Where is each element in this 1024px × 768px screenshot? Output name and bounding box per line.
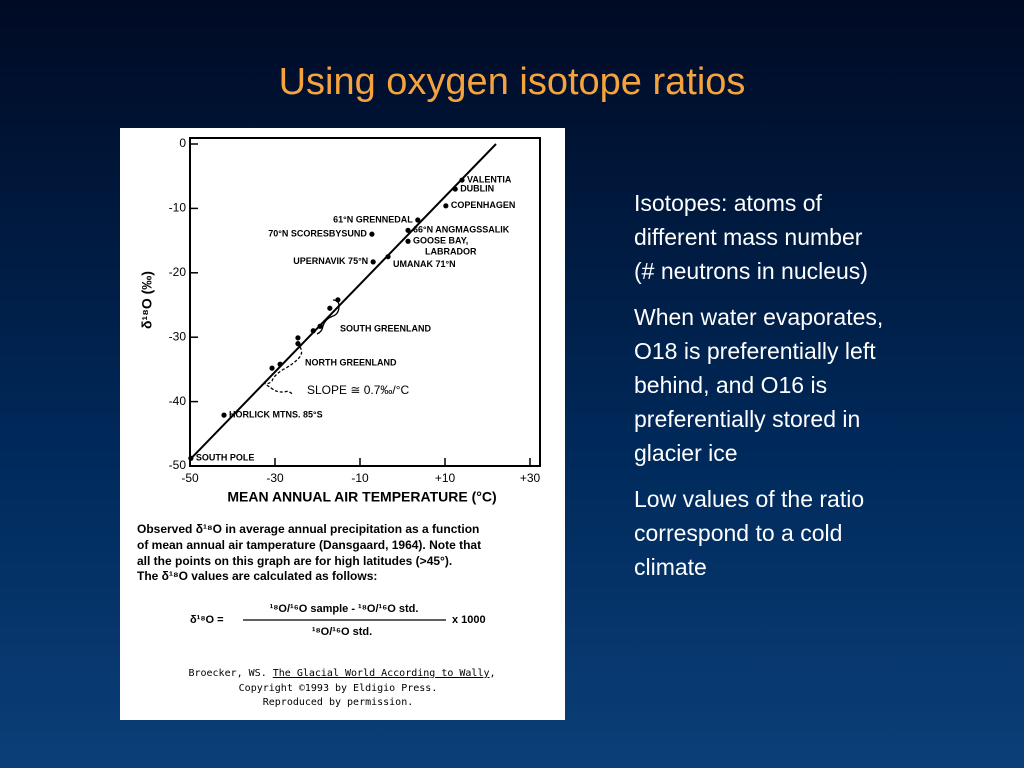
data-point xyxy=(295,335,301,341)
bullet: Isotopes: atoms of different mass number (… xyxy=(634,186,1014,288)
bullet-line: O18 is preferentially left xyxy=(634,338,876,364)
plot-frame xyxy=(189,137,541,467)
point-label: SOUTH POLE xyxy=(196,453,255,463)
x-tick-label: +10 xyxy=(435,471,456,485)
point-label: HORLICK MTNS. 85°S xyxy=(229,409,323,419)
bullet-list: Isotopes: atoms of different mass number (… xyxy=(634,186,1014,596)
brace xyxy=(263,346,303,395)
y-tick-label: 0 xyxy=(179,136,186,150)
point-label: GOOSE BAY, xyxy=(413,236,468,246)
point-label: COPENHAGEN xyxy=(451,200,516,210)
data-point xyxy=(370,259,376,265)
credit-end: , xyxy=(490,668,496,679)
fit-line xyxy=(189,143,497,461)
data-point xyxy=(277,361,283,367)
bullet-line: preferentially stored in xyxy=(634,406,861,432)
data-point xyxy=(385,254,391,260)
caption-line: of mean annual air tamperature (Dansgaar… xyxy=(137,538,481,552)
point-label: 61°N GRENNEDAL xyxy=(333,214,413,224)
data-point xyxy=(405,227,411,233)
bullet-line: When water evaporates, xyxy=(634,304,884,330)
data-point xyxy=(269,365,275,371)
data-point xyxy=(221,412,227,418)
bullet: Low values of the ratio correspond to a c… xyxy=(634,482,1014,584)
credit-book: The Glacial World According to Wally xyxy=(273,668,490,679)
caption-line: The δ¹⁸O values are calculated as follow… xyxy=(137,569,377,583)
figure-background xyxy=(120,128,565,720)
y-tick-label: -20 xyxy=(169,265,187,279)
data-point xyxy=(295,341,301,347)
slide-title: Using oxygen isotope ratios xyxy=(279,61,746,103)
formula-factor: x 1000 xyxy=(452,614,486,626)
credit-permission: Reproduced by permission. xyxy=(263,697,414,708)
data-point xyxy=(188,455,194,461)
data-point xyxy=(415,217,421,223)
bullet-line: Low values of the ratio xyxy=(634,486,865,512)
y-axis-label: δ¹⁸O (‰) xyxy=(139,271,155,329)
bullet-line: climate xyxy=(634,554,707,580)
y-tick-label: -50 xyxy=(169,458,187,472)
bullet-line: glacier ice xyxy=(634,440,738,466)
x-axis-label: MEAN ANNUAL AIR TEMPERATURE (°C) xyxy=(227,489,496,505)
data-point xyxy=(317,323,323,329)
y-tick-label: -40 xyxy=(169,394,187,408)
point-label: 66°N ANGMAGSSALIK xyxy=(413,225,510,235)
point-label: VALENTIA xyxy=(467,174,512,184)
data-point xyxy=(405,238,411,244)
point-label: LABRADOR xyxy=(425,247,477,257)
formula-lhs: δ¹⁸O = xyxy=(190,614,224,626)
bullet-line: Isotopes: atoms of xyxy=(634,190,822,216)
annotation: SLOPE ≅ 0.7‰/°C xyxy=(307,383,410,397)
point-label: UPERNAVIK 75°N xyxy=(293,256,368,266)
data-point xyxy=(459,177,465,183)
bullet: When water evaporates, O18 is preferentia… xyxy=(634,300,1014,470)
credit-author: Broecker, WS. xyxy=(188,668,272,679)
data-point xyxy=(310,328,316,334)
point-label: UMANAK 71°N xyxy=(393,259,456,269)
x-tick-label: +30 xyxy=(520,471,541,485)
data-point xyxy=(327,305,333,311)
x-tick-label: -30 xyxy=(266,471,284,485)
data-point xyxy=(452,186,458,192)
x-tick-label: -50 xyxy=(181,471,199,485)
bullet-line: different mass number xyxy=(634,224,863,250)
y-tick-label: -30 xyxy=(169,329,187,343)
formula-denominator: ¹⁸O/¹⁶O std. xyxy=(312,626,372,638)
bullet-line: behind, and O16 is xyxy=(634,372,828,398)
caption-line: all the points on this graph are for hig… xyxy=(137,554,452,568)
data-point xyxy=(443,203,449,209)
credit-line: Broecker, WS. The Glacial World Accordin… xyxy=(188,668,495,679)
y-tick-label: -10 xyxy=(169,201,187,215)
data-point xyxy=(335,297,341,303)
credit-copyright: Copyright ©1993 by Eldigio Press. xyxy=(239,683,438,694)
point-label: DUBLIN xyxy=(460,183,494,193)
annotation: NORTH GREENLAND xyxy=(305,357,397,367)
bullet-line: correspond to a cold xyxy=(634,520,843,546)
data-point xyxy=(369,231,375,237)
x-tick-label: -10 xyxy=(351,471,369,485)
point-label: 70°N SCORESBYSUND xyxy=(268,229,367,239)
bullet-line: (# neutrons in nucleus) xyxy=(634,258,868,284)
caption-line: Observed δ¹⁸O in average annual precipit… xyxy=(137,522,479,536)
annotation: SOUTH GREENLAND xyxy=(340,323,432,333)
formula-numerator: ¹⁸O/¹⁶O sample - ¹⁸O/¹⁶O std. xyxy=(270,603,419,615)
brace xyxy=(316,299,340,335)
